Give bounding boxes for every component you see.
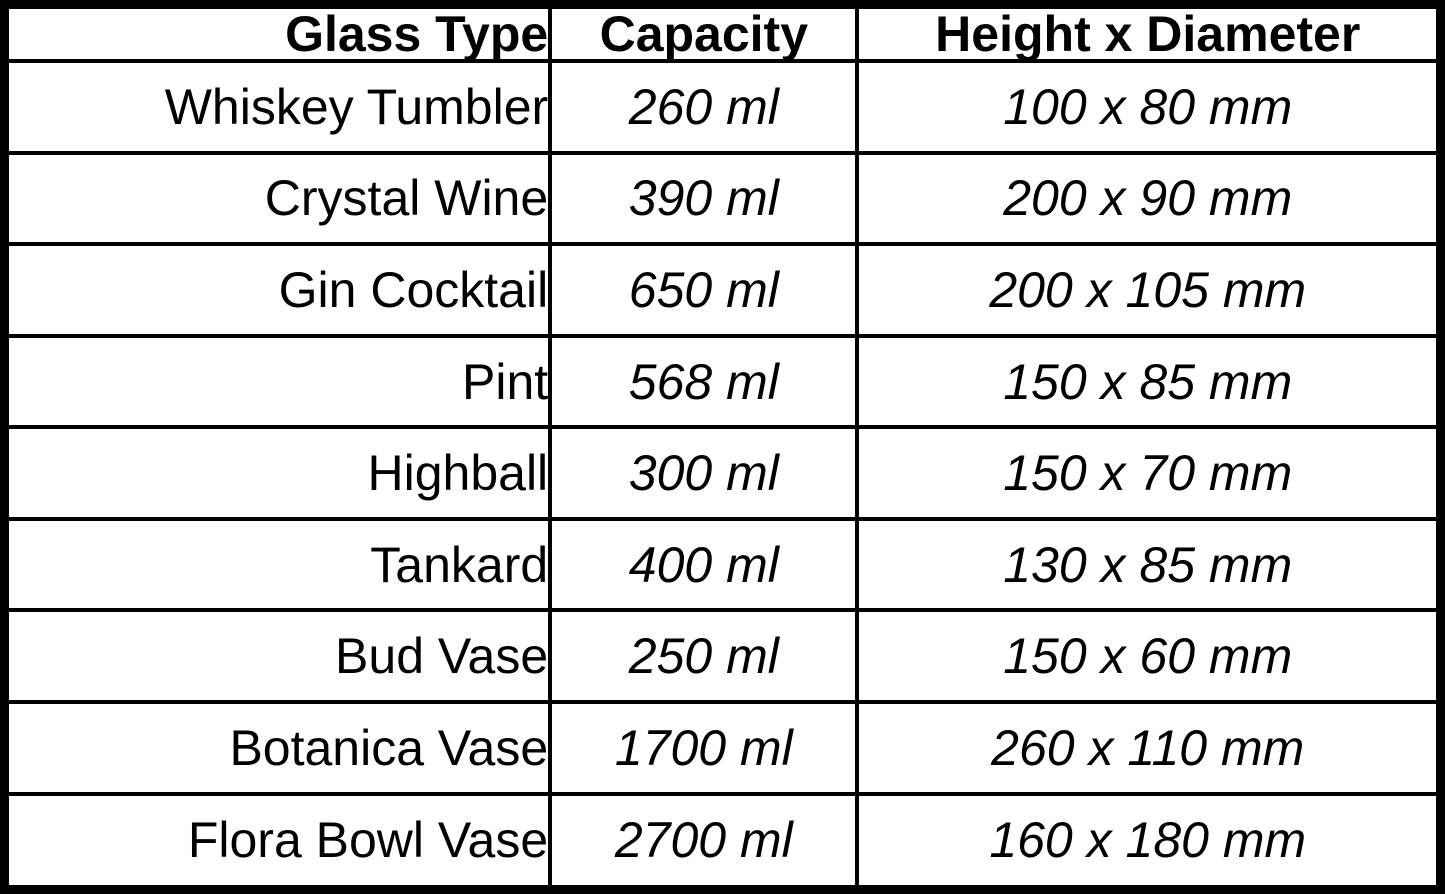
capacity-cell: 1700 ml [548, 700, 860, 796]
capacity-cell: 568 ml [548, 333, 860, 430]
table-row: Gin Cocktail 650 ml 200 x 105 mm [2, 242, 1443, 338]
capacity-cell: 2700 ml [548, 791, 860, 892]
table-row: Botanica Vase 1700 ml 260 x 110 mm [2, 700, 1443, 796]
capacity-cell: 260 ml [548, 59, 860, 155]
dimensions-cell: 150 x 60 mm [855, 608, 1443, 705]
dimensions-cell: 150 x 70 mm [855, 425, 1443, 521]
table-row: Tankard 400 ml 130 x 85 mm [2, 516, 1443, 613]
table-row: Bud Vase 250 ml 150 x 60 mm [2, 608, 1443, 705]
dimensions-cell: 100 x 80 mm [855, 59, 1443, 155]
table-body: Whiskey Tumbler 260 ml 100 x 80 mm Crystal … [2, 59, 1443, 892]
table-row: Flora Bowl Vase 2700 ml 160 x 180 mm [2, 791, 1443, 892]
glass-type-cell: Gin Cocktail [2, 242, 553, 338]
glass-type-cell: Pint [2, 333, 553, 430]
dimensions-cell: 200 x 90 mm [855, 150, 1443, 247]
dimensions-cell: 200 x 105 mm [855, 242, 1443, 338]
capacity-cell: 390 ml [548, 150, 860, 247]
header-height-x-diameter: Height x Diameter [855, 2, 1443, 63]
table-row: Highball 300 ml 150 x 70 mm [2, 425, 1443, 521]
glass-type-cell: Whiskey Tumbler [2, 59, 553, 155]
glass-type-cell: Bud Vase [2, 608, 553, 705]
capacity-cell: 400 ml [548, 516, 860, 613]
dimensions-cell: 130 x 85 mm [855, 516, 1443, 613]
glass-type-cell: Tankard [2, 516, 553, 613]
glass-type-cell: Crystal Wine [2, 150, 553, 247]
header-glass-type: Glass Type [2, 2, 553, 63]
header-capacity: Capacity [548, 2, 860, 63]
glass-type-cell: Highball [2, 425, 553, 521]
capacity-cell: 300 ml [548, 425, 860, 521]
dimensions-cell: 160 x 180 mm [855, 791, 1443, 892]
table-row: Crystal Wine 390 ml 200 x 90 mm [2, 150, 1443, 247]
table-header-row: Glass Type Capacity Height x Diameter [2, 2, 1443, 63]
capacity-cell: 650 ml [548, 242, 860, 338]
glass-type-cell: Flora Bowl Vase [2, 791, 553, 892]
capacity-cell: 250 ml [548, 608, 860, 705]
table-row: Pint 568 ml 150 x 85 mm [2, 333, 1443, 430]
dimensions-cell: 150 x 85 mm [855, 333, 1443, 430]
table-row: Whiskey Tumbler 260 ml 100 x 80 mm [2, 59, 1443, 155]
dimensions-cell: 260 x 110 mm [855, 700, 1443, 796]
glass-type-cell: Botanica Vase [2, 700, 553, 796]
